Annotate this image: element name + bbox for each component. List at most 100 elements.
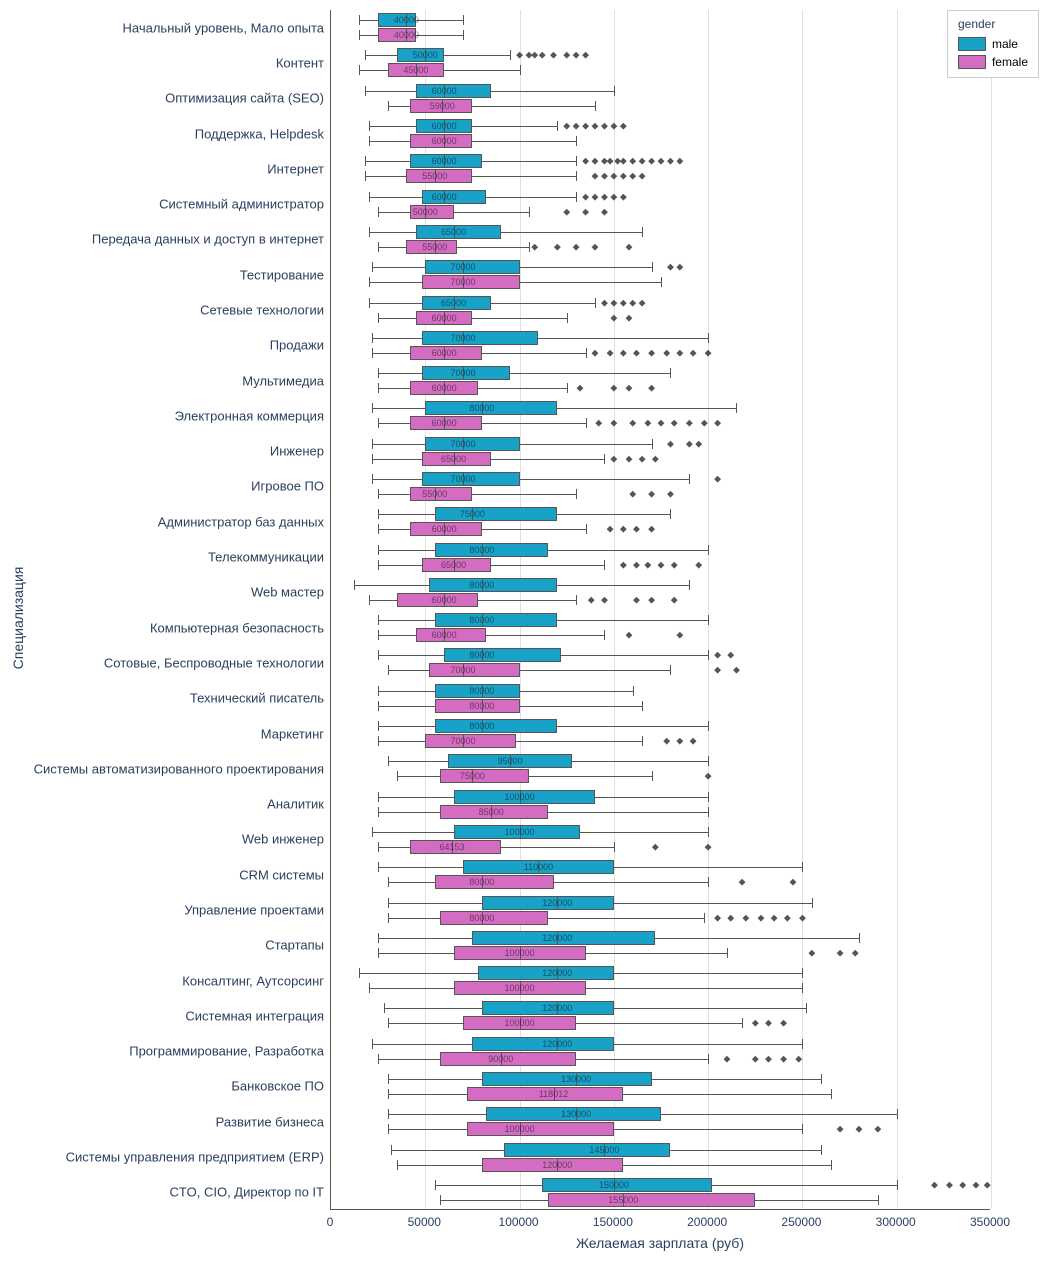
boxplot-female[interactable]: 70000◆◆ (331, 663, 991, 677)
boxplot-female[interactable]: 100000◆◆◆ (331, 1016, 991, 1030)
outlier-point: ◆ (739, 878, 746, 887)
boxplot-female[interactable]: 59000 (331, 99, 991, 113)
boxplot-female[interactable]: 64153◆◆ (331, 840, 991, 854)
boxplot-female[interactable]: 90000◆◆◆◆◆ (331, 1052, 991, 1066)
boxplot-female[interactable]: 60000◆◆◆◆ (331, 381, 991, 395)
boxplot-male[interactable]: 75000 (331, 507, 991, 521)
boxplot-female[interactable]: 60000◆◆◆◆◆◆◆◆◆ (331, 346, 991, 360)
boxplot-male[interactable]: 70000◆◆ (331, 260, 991, 274)
legend-item[interactable]: female (958, 53, 1028, 71)
boxplot-female[interactable]: 75000◆ (331, 769, 991, 783)
outlier-point: ◆ (667, 489, 674, 498)
boxplot-male[interactable]: 80000 (331, 684, 991, 698)
boxplot-male[interactable]: 60000◆◆◆◆◆ (331, 190, 991, 204)
outlier-point: ◆ (695, 560, 702, 569)
boxplot-male[interactable]: 120000 (331, 1037, 991, 1051)
boxplot-female[interactable]: 60000◆◆◆◆◆◆◆◆◆ (331, 416, 991, 430)
boxplot-male[interactable]: 100000 (331, 825, 991, 839)
boxplot-female[interactable]: 118012 (331, 1087, 991, 1101)
boxplot-female[interactable]: 100000◆◆◆ (331, 1122, 991, 1136)
outlier-point: ◆ (531, 242, 538, 251)
boxplot-male[interactable]: 80000◆◆ (331, 648, 991, 662)
boxplot-male[interactable]: 100000 (331, 790, 991, 804)
boxplot-female[interactable]: 80000 (331, 699, 991, 713)
outlier-point: ◆ (620, 525, 627, 534)
boxplot-male[interactable]: 130000 (331, 1107, 991, 1121)
outlier-point: ◆ (727, 913, 734, 922)
boxplot-male[interactable]: 120000 (331, 896, 991, 910)
outlier-point: ◆ (984, 1180, 991, 1189)
outlier-point: ◆ (633, 525, 640, 534)
category-label: Системная интеграция (185, 1008, 324, 1023)
boxplot-female[interactable]: 60000◆◆◆◆ (331, 522, 991, 536)
boxplot-male[interactable]: 95000 (331, 754, 991, 768)
category-label: Управление проектами (184, 903, 324, 918)
outlier-point: ◆ (959, 1180, 966, 1189)
boxplot-female[interactable]: 60000◆◆◆◆◆ (331, 593, 991, 607)
boxplot-male[interactable]: 50000◆◆◆◆◆◆◆◆ (331, 48, 991, 62)
boxplot-female[interactable]: 65000◆◆◆◆◆◆ (331, 558, 991, 572)
boxplot-female[interactable]: 55000◆◆◆◆◆◆ (331, 169, 991, 183)
boxplot-male[interactable]: 80000 (331, 613, 991, 627)
outlier-point: ◆ (733, 666, 740, 675)
boxplot-male[interactable]: 130000 (331, 1072, 991, 1086)
boxplot-male[interactable]: 145000 (331, 1143, 991, 1157)
boxplot-male[interactable]: 80000 (331, 543, 991, 557)
boxplot-female[interactable]: 60000◆◆ (331, 311, 991, 325)
boxplot-male[interactable]: 65000 (331, 225, 991, 239)
boxplot-male[interactable]: 110000 (331, 860, 991, 874)
outlier-point: ◆ (667, 439, 674, 448)
boxplot-male[interactable]: 120000 (331, 1001, 991, 1015)
boxplot-female[interactable]: 65000◆◆◆◆ (331, 452, 991, 466)
outlier-point: ◆ (757, 913, 764, 922)
boxplot-female[interactable]: 70000◆◆◆ (331, 734, 991, 748)
outlier-point: ◆ (714, 651, 721, 660)
boxplot-female[interactable]: 100000 (331, 981, 991, 995)
boxplot-male[interactable]: 120000 (331, 966, 991, 980)
outlier-point: ◆ (686, 419, 693, 428)
outlier-point: ◆ (563, 207, 570, 216)
boxplot-male[interactable]: 150000◆◆◆◆◆ (331, 1178, 991, 1192)
boxplot-female[interactable]: 50000◆◆◆ (331, 205, 991, 219)
boxplot-female[interactable]: 100000◆◆◆ (331, 946, 991, 960)
boxplot-male[interactable]: 80000 (331, 401, 991, 415)
legend-item[interactable]: male (958, 35, 1028, 53)
outlier-point: ◆ (607, 525, 614, 534)
outlier-point: ◆ (837, 948, 844, 957)
boxplot-male[interactable]: 70000◆◆◆ (331, 437, 991, 451)
outlier-point: ◆ (639, 454, 646, 463)
outlier-point: ◆ (690, 348, 697, 357)
boxplot-female[interactable]: 80000◆◆◆◆◆◆◆ (331, 911, 991, 925)
outlier-point: ◆ (610, 298, 617, 307)
boxplot-male[interactable]: 70000 (331, 331, 991, 345)
category-label: Инженер (270, 444, 324, 459)
boxplot-male[interactable]: 70000◆ (331, 472, 991, 486)
boxplot-male[interactable]: 60000◆◆◆◆◆◆◆◆◆◆◆◆ (331, 154, 991, 168)
boxplot-female[interactable]: 60000 (331, 134, 991, 148)
outlier-point: ◆ (610, 313, 617, 322)
boxplot-male[interactable]: 60000◆◆◆◆◆◆◆ (331, 119, 991, 133)
boxplot-male[interactable]: 65000◆◆◆◆◆ (331, 296, 991, 310)
boxplot-female[interactable]: 60000◆◆ (331, 628, 991, 642)
category-label: Интернет (267, 161, 324, 176)
boxplot-female[interactable]: 80000◆◆ (331, 875, 991, 889)
outlier-point: ◆ (601, 172, 608, 181)
boxplot-female[interactable]: 45000 (331, 63, 991, 77)
boxplot-female[interactable]: 120000 (331, 1158, 991, 1172)
boxplot-male[interactable]: 80000 (331, 719, 991, 733)
boxplot-female[interactable]: 40000 (331, 28, 991, 42)
outlier-point: ◆ (620, 298, 627, 307)
boxplot-female[interactable]: 70000 (331, 275, 991, 289)
outlier-point: ◆ (648, 595, 655, 604)
boxplot-male[interactable]: 120000 (331, 931, 991, 945)
boxplot-female[interactable]: 55000◆◆◆ (331, 487, 991, 501)
boxplot-male[interactable]: 70000 (331, 366, 991, 380)
boxplot-male[interactable]: 40000 (331, 13, 991, 27)
boxplot-male[interactable]: 60000 (331, 84, 991, 98)
boxplot-female[interactable]: 55000◆◆◆◆◆ (331, 240, 991, 254)
boxplot-female[interactable]: 155000 (331, 1193, 991, 1207)
boxplot-female[interactable]: 85000 (331, 805, 991, 819)
outlier-point: ◆ (550, 51, 557, 60)
boxplot-male[interactable]: 80000 (331, 578, 991, 592)
outlier-point: ◆ (629, 489, 636, 498)
